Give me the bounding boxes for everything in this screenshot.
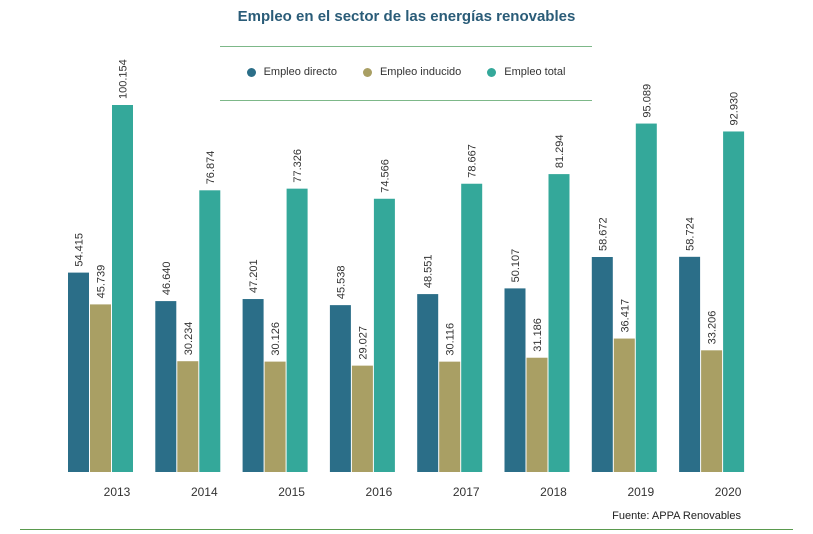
data-label-2015-0: 47.201 [248, 259, 260, 293]
data-label-2017-2: 78.667 [467, 144, 479, 178]
bottom-rule [20, 529, 793, 530]
legend-top-rule [220, 46, 592, 47]
data-label-2014-1: 30.234 [183, 322, 195, 356]
bar-2015-0 [242, 299, 264, 472]
data-label-2018-1: 31.186 [532, 318, 544, 352]
bar-2017-1 [439, 361, 461, 472]
bar-2014-2 [199, 190, 221, 473]
x-tick-label-2018: 2018 [540, 485, 567, 499]
legend-item-directo: Empleo directo [246, 66, 337, 78]
bar-2017-0 [417, 294, 439, 472]
legend-item-total: Empleo total [487, 66, 565, 78]
bar-2019-2 [635, 123, 657, 472]
source-note: Fuente: APPA Renovables [612, 510, 741, 522]
data-label-2018-2: 81.294 [554, 134, 566, 168]
legend-swatch-total [487, 67, 497, 77]
legend-label-directo: Empleo directo [263, 66, 337, 78]
data-label-2020-2: 92.930 [729, 92, 741, 126]
data-label-2020-0: 58.724 [685, 217, 697, 251]
bar-2013-2 [112, 105, 133, 472]
x-tick-label-2020: 2020 [715, 485, 742, 499]
data-label-2014-0: 46.640 [161, 261, 173, 295]
legend-label-inducido: Empleo inducido [379, 66, 462, 78]
data-label-2014-2: 76.874 [205, 151, 217, 185]
bar-2018-0 [504, 288, 526, 472]
data-label-2019-1: 36.417 [619, 299, 631, 333]
bar-2013-0 [68, 272, 89, 472]
data-label-2016-2: 74.566 [379, 159, 391, 193]
data-label-2015-2: 77.326 [292, 149, 304, 183]
data-label-2018-0: 50.107 [510, 249, 522, 283]
bar-2013-1 [90, 304, 111, 472]
bar-2016-1 [351, 365, 373, 472]
bar-2017-2 [461, 183, 483, 473]
chart-title: Empleo en el sector de las energías reno… [237, 8, 576, 25]
data-label-2017-0: 48.551 [423, 254, 435, 288]
data-label-2013-2: 100.154 [118, 59, 130, 99]
data-label-2019-0: 58.672 [597, 217, 609, 251]
bar-2020-0 [679, 256, 701, 472]
x-tick-label-2017: 2017 [453, 485, 480, 499]
x-tick-label-2015: 2015 [278, 485, 305, 499]
data-label-2020-1: 33.206 [707, 311, 719, 345]
data-label-2016-0: 45.538 [335, 265, 347, 299]
x-tick-label-2014: 2014 [191, 485, 218, 499]
x-tick-label-2019: 2019 [627, 485, 654, 499]
x-tick-label-2016: 2016 [366, 485, 393, 499]
bar-2018-1 [526, 357, 548, 472]
bar-2016-0 [329, 305, 351, 472]
bar-2015-2 [286, 188, 308, 472]
legend-bottom-rule [220, 100, 592, 101]
legend: Empleo directo Empleo inducido Empleo to… [220, 66, 592, 78]
bar-2014-1 [177, 361, 199, 472]
legend-swatch-inducido [362, 67, 372, 77]
bar-2015-1 [264, 361, 286, 472]
bar-2019-0 [591, 257, 613, 472]
legend-swatch-directo [246, 67, 256, 77]
bar-2020-2 [723, 131, 745, 472]
data-label-2015-1: 30.126 [270, 322, 282, 356]
bar-2018-2 [548, 174, 570, 472]
bar-2016-2 [373, 198, 395, 473]
bar-2020-1 [701, 350, 723, 472]
legend-item-inducido: Empleo inducido [362, 66, 462, 78]
data-label-2013-0: 54.415 [74, 233, 86, 267]
data-label-2017-1: 30.116 [445, 323, 457, 356]
data-label-2016-1: 29.027 [357, 326, 369, 360]
legend-label-total: Empleo total [504, 66, 566, 78]
data-label-2013-1: 45.739 [96, 265, 108, 299]
bar-2019-1 [613, 338, 635, 472]
x-tick-label-2013: 2013 [104, 485, 131, 499]
bar-2014-0 [155, 301, 177, 472]
data-label-2019-2: 95.089 [641, 84, 653, 118]
